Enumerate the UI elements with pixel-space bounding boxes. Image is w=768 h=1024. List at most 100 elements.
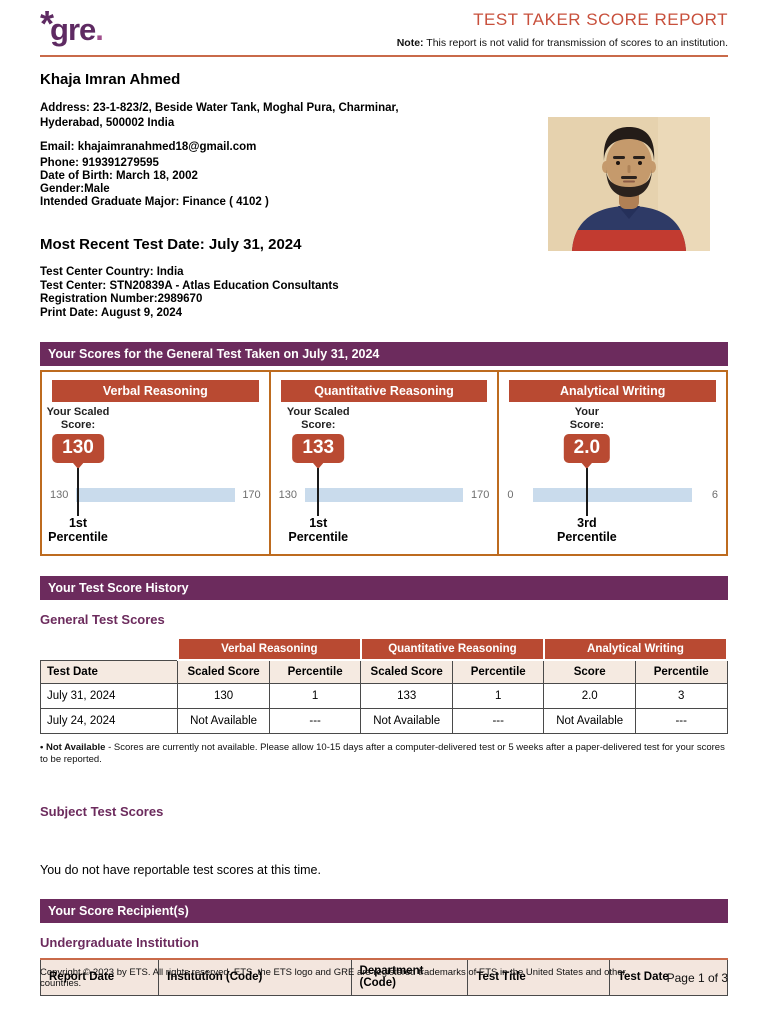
print-date: Print Date: August 9, 2024 bbox=[40, 306, 183, 319]
candidate-gender: Gender:Male bbox=[40, 183, 110, 195]
cell: 2.0 bbox=[543, 683, 636, 709]
subject-test-scores-heading: Subject Test Scores bbox=[40, 804, 164, 819]
score-card-body: 130 170 Your Scaled Score: 130 1st Percent… bbox=[46, 404, 261, 544]
score-scale: 130 170 bbox=[50, 488, 261, 502]
address-line-1: Address: 23-1-823/2, Beside Water Tank, … bbox=[40, 102, 399, 114]
scores-box: Verbal Reasoning 130 170 Your Scaled Scor… bbox=[40, 370, 728, 556]
col-header: Test Date bbox=[39, 659, 179, 684]
report-title: TEST TAKER SCORE REPORT bbox=[473, 10, 728, 29]
scale-max-label: 170 bbox=[470, 489, 490, 501]
not-available-footnote: • Not Available - Scores are currently n… bbox=[40, 742, 725, 765]
score-badge: 130 bbox=[52, 434, 104, 463]
score-card-body: 130 170 Your Scaled Score: 133 1st Percent… bbox=[279, 404, 490, 544]
registration-number: Registration Number:2989670 bbox=[40, 293, 203, 305]
score-badge-wrap: 133 bbox=[292, 434, 345, 469]
scale-bar bbox=[76, 488, 235, 502]
note-label: Note: bbox=[396, 37, 424, 49]
scores-section-banner: Your Scores for the General Test Taken o… bbox=[40, 342, 728, 366]
col-header: Institution (Code) bbox=[158, 958, 352, 996]
column-header-row: Test Date Scaled Score Percentile Scaled… bbox=[39, 659, 728, 684]
note-text: This report is not valid for transmissio… bbox=[423, 37, 728, 49]
col-header: Percentile bbox=[268, 659, 362, 684]
col-header: Department (Code) bbox=[350, 958, 469, 996]
most-recent-test-heading: Most Recent Test Date: July 31, 2024 bbox=[40, 236, 302, 253]
candidate-phone: Phone: 919391279595 bbox=[40, 157, 159, 169]
col-header: Test Date bbox=[608, 958, 729, 996]
footer-divider bbox=[40, 958, 728, 960]
percentile-label: 3rd Percentile bbox=[557, 516, 617, 544]
undergraduate-institution-heading: Undergraduate Institution bbox=[40, 935, 199, 950]
badge-pointer-icon bbox=[71, 462, 84, 469]
history-section-banner: Your Test Score History bbox=[40, 576, 728, 600]
score-badge-wrap: 2.0 bbox=[563, 434, 611, 469]
score-card-title: Verbal Reasoning bbox=[52, 380, 259, 402]
scale-min-label: 130 bbox=[50, 489, 69, 501]
page-number: Page 1 of 3 bbox=[666, 971, 728, 985]
score-label: Your Scaled Score: bbox=[286, 406, 350, 431]
badge-pointer-icon bbox=[312, 462, 325, 469]
recipients-table: Report Date Institution (Code) Departmen… bbox=[39, 958, 729, 996]
cell: 3 bbox=[634, 683, 728, 709]
col-header: Percentile bbox=[634, 659, 728, 684]
score-pointer bbox=[317, 468, 320, 516]
score-pointer bbox=[585, 468, 588, 516]
col-header: Test Title bbox=[467, 958, 610, 996]
scale-bar bbox=[304, 488, 464, 502]
cell: --- bbox=[451, 708, 545, 734]
cell: Not Available bbox=[177, 708, 270, 734]
scale-max-label: 170 bbox=[242, 489, 261, 501]
test-center-country: Test Center Country: India bbox=[40, 266, 184, 278]
col-header: Percentile bbox=[451, 659, 545, 684]
candidate-name: Khaja Imran Ahmed bbox=[40, 71, 181, 88]
score-badge: 133 bbox=[292, 434, 345, 463]
cell: --- bbox=[634, 708, 728, 734]
report-header: * gre. TEST TAKER SCORE REPORT Note: This… bbox=[0, 0, 768, 50]
candidate-dob: Date of Birth: March 18, 2002 bbox=[40, 170, 198, 182]
header-divider bbox=[40, 55, 728, 57]
score-pointer bbox=[77, 468, 79, 516]
col-header: Scaled Score bbox=[360, 659, 453, 684]
score-card-title: Quantitative Reasoning bbox=[280, 380, 488, 402]
col-header: Scaled Score bbox=[177, 659, 270, 684]
score-label: Your Score: bbox=[569, 406, 605, 431]
score-card-verbal: Verbal Reasoning 130 170 Your Scaled Scor… bbox=[42, 372, 269, 554]
test-center-block: Test Center Country: India Test Center: … bbox=[40, 266, 728, 320]
group-empty-cell bbox=[40, 638, 178, 660]
candidate-contact-block: Email: khajaimranahmed18@gmail.com Phone… bbox=[40, 141, 728, 209]
gre-logo-asterisk-icon: * bbox=[40, 3, 55, 44]
group-header-verbal: Verbal Reasoning bbox=[176, 637, 362, 661]
percentile-label: 1st Percentile bbox=[288, 516, 349, 544]
gre-logo-text: gre bbox=[50, 12, 96, 47]
cell: 133 bbox=[360, 683, 453, 709]
candidate-photo bbox=[548, 117, 710, 251]
score-card-quantitative: Quantitative Reasoning 130 170 Your Scal… bbox=[268, 372, 498, 554]
score-label: Your Scaled Score: bbox=[46, 406, 110, 431]
copyright-text: Copyright © 2023 by ETS. All rights rese… bbox=[40, 967, 626, 989]
address-line-2: Hyderabad, 500002 India bbox=[40, 117, 175, 129]
cell: 1 bbox=[268, 683, 362, 709]
general-test-scores-heading: General Test Scores bbox=[40, 612, 165, 627]
col-header: Score bbox=[543, 659, 636, 684]
cell: July 24, 2024 bbox=[39, 708, 179, 734]
validity-note: Note: This report is not valid for trans… bbox=[397, 37, 728, 49]
badge-pointer-icon bbox=[580, 462, 593, 469]
candidate-email: Email: khajaimranahmed18@gmail.com bbox=[40, 141, 257, 153]
scale-max-label: 6 bbox=[711, 489, 719, 501]
cell: 130 bbox=[177, 683, 270, 709]
score-card-analytical-writing: Analytical Writing 0 6 Your Score: 2.0 3r… bbox=[497, 372, 726, 554]
scale-bar bbox=[533, 488, 693, 502]
recipients-section-banner: Your Score Recipient(s) bbox=[40, 899, 728, 923]
cell: 1 bbox=[451, 683, 545, 709]
score-card-title: Analytical Writing bbox=[509, 380, 717, 402]
score-badge: 2.0 bbox=[563, 434, 611, 463]
cell: July 31, 2024 bbox=[39, 683, 179, 709]
score-card-body: 0 6 Your Score: 2.0 3rd Percentile bbox=[507, 404, 718, 544]
test-center: Test Center: STN20839A - Atlas Education… bbox=[40, 279, 339, 292]
scale-min-label: 0 bbox=[507, 489, 514, 501]
score-badge-wrap: 130 bbox=[52, 434, 104, 469]
table-row: July 31, 2024 130 1 133 1 2.0 3 bbox=[39, 683, 728, 709]
score-scale: 0 6 bbox=[507, 488, 718, 502]
cell: Not Available bbox=[360, 708, 453, 734]
score-scale: 130 170 bbox=[279, 488, 490, 502]
